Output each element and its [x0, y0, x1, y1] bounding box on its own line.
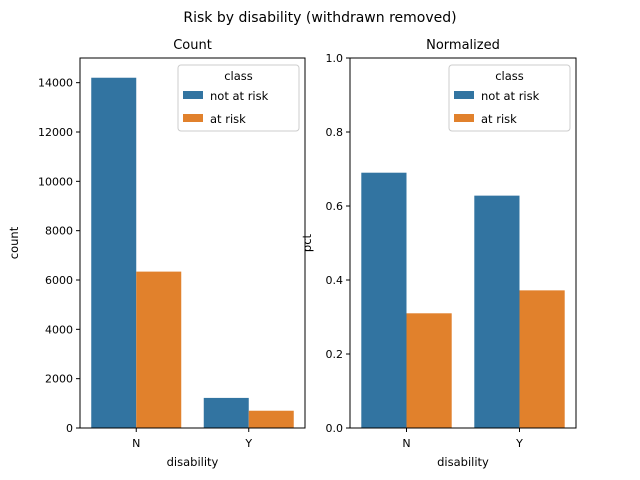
normalized-x-axis-label: disability	[437, 455, 489, 469]
count-legend-swatch-at-risk	[183, 114, 203, 122]
normalized-plot-area: 0.0 0.2 0.4 0.6 0.8 1.0 N Y	[326, 52, 577, 450]
normalized-bar-at-risk-Y	[519, 290, 565, 428]
count-bar-not-at-risk-N	[91, 77, 137, 428]
normalized-y-tick-label: 1.0	[326, 52, 344, 65]
normalized-y-tick-label: 0.4	[326, 274, 344, 287]
normalized-subplot: Normalized 0.0 0.2 0.4 0.6 0.8 1.0 N Y disabili…	[300, 38, 577, 469]
count-subplot-title: Count	[173, 38, 212, 53]
count-gridless-plot-area: 0 2000 4000 6000 8000 10000 12000 14000 N Y	[38, 57, 306, 450]
count-legend-label-at-risk: at risk	[210, 112, 246, 126]
normalized-bar-at-risk-N	[406, 313, 452, 428]
normalized-y-axis-label: pct	[300, 233, 314, 252]
normalized-legend-swatch-not-at-risk	[454, 91, 474, 99]
normalized-bar-not-at-risk-N	[361, 172, 407, 428]
count-y-tick-label: 4000	[45, 323, 73, 336]
normalized-y-tick-label: 0.0	[326, 422, 344, 435]
count-y-tick-label: 2000	[45, 373, 73, 386]
normalized-bar-not-at-risk-Y	[474, 195, 520, 428]
normalized-legend: class not at risk at risk	[448, 64, 571, 132]
count-x-tick-label: Y	[244, 437, 252, 450]
normalized-y-tick-label: 0.8	[326, 126, 344, 139]
normalized-y-tick-label: 0.6	[326, 200, 344, 213]
count-y-tick-label: 6000	[45, 274, 73, 287]
normalized-x-tick-label: N	[402, 437, 410, 450]
count-bar-at-risk-Y	[248, 410, 294, 428]
count-bar-at-risk-N	[136, 271, 182, 428]
normalized-axes-frame	[349, 57, 577, 429]
count-legend-label-not-at-risk: not at risk	[210, 89, 269, 103]
count-y-tick-label: 14000	[38, 77, 73, 90]
count-y-tick-label: 0	[66, 422, 73, 435]
count-y-axis-label: count	[7, 226, 21, 259]
count-legend: class not at risk at risk	[177, 64, 300, 132]
normalized-legend-label-at-risk: at risk	[481, 112, 517, 126]
count-subplot: Count 0 2000 4000 6000 8000 10000 12000 14000 N Y…	[7, 38, 306, 469]
count-axes-frame	[79, 57, 306, 429]
count-legend-swatch-not-at-risk	[183, 91, 203, 99]
normalized-subplot-title: Normalized	[426, 38, 500, 53]
normalized-y-tick-label: 0.2	[326, 348, 344, 361]
normalized-legend-title: class	[495, 69, 524, 83]
count-legend-title: class	[224, 69, 253, 83]
count-y-tick-label: 12000	[38, 126, 73, 139]
count-bar-not-at-risk-Y	[203, 397, 249, 428]
count-y-tick-label: 10000	[38, 175, 73, 188]
count-legend-frame	[177, 64, 300, 132]
normalized-legend-frame	[448, 64, 571, 132]
count-x-tick-label: N	[132, 437, 140, 450]
normalized-legend-label-not-at-risk: not at risk	[481, 89, 540, 103]
count-y-tick-label: 8000	[45, 225, 73, 238]
normalized-x-tick-label: Y	[515, 437, 523, 450]
count-x-axis-label: disability	[167, 455, 219, 469]
figure-suptitle: Risk by disability (withdrawn removed)	[183, 10, 456, 26]
normalized-legend-swatch-at-risk	[454, 114, 474, 122]
